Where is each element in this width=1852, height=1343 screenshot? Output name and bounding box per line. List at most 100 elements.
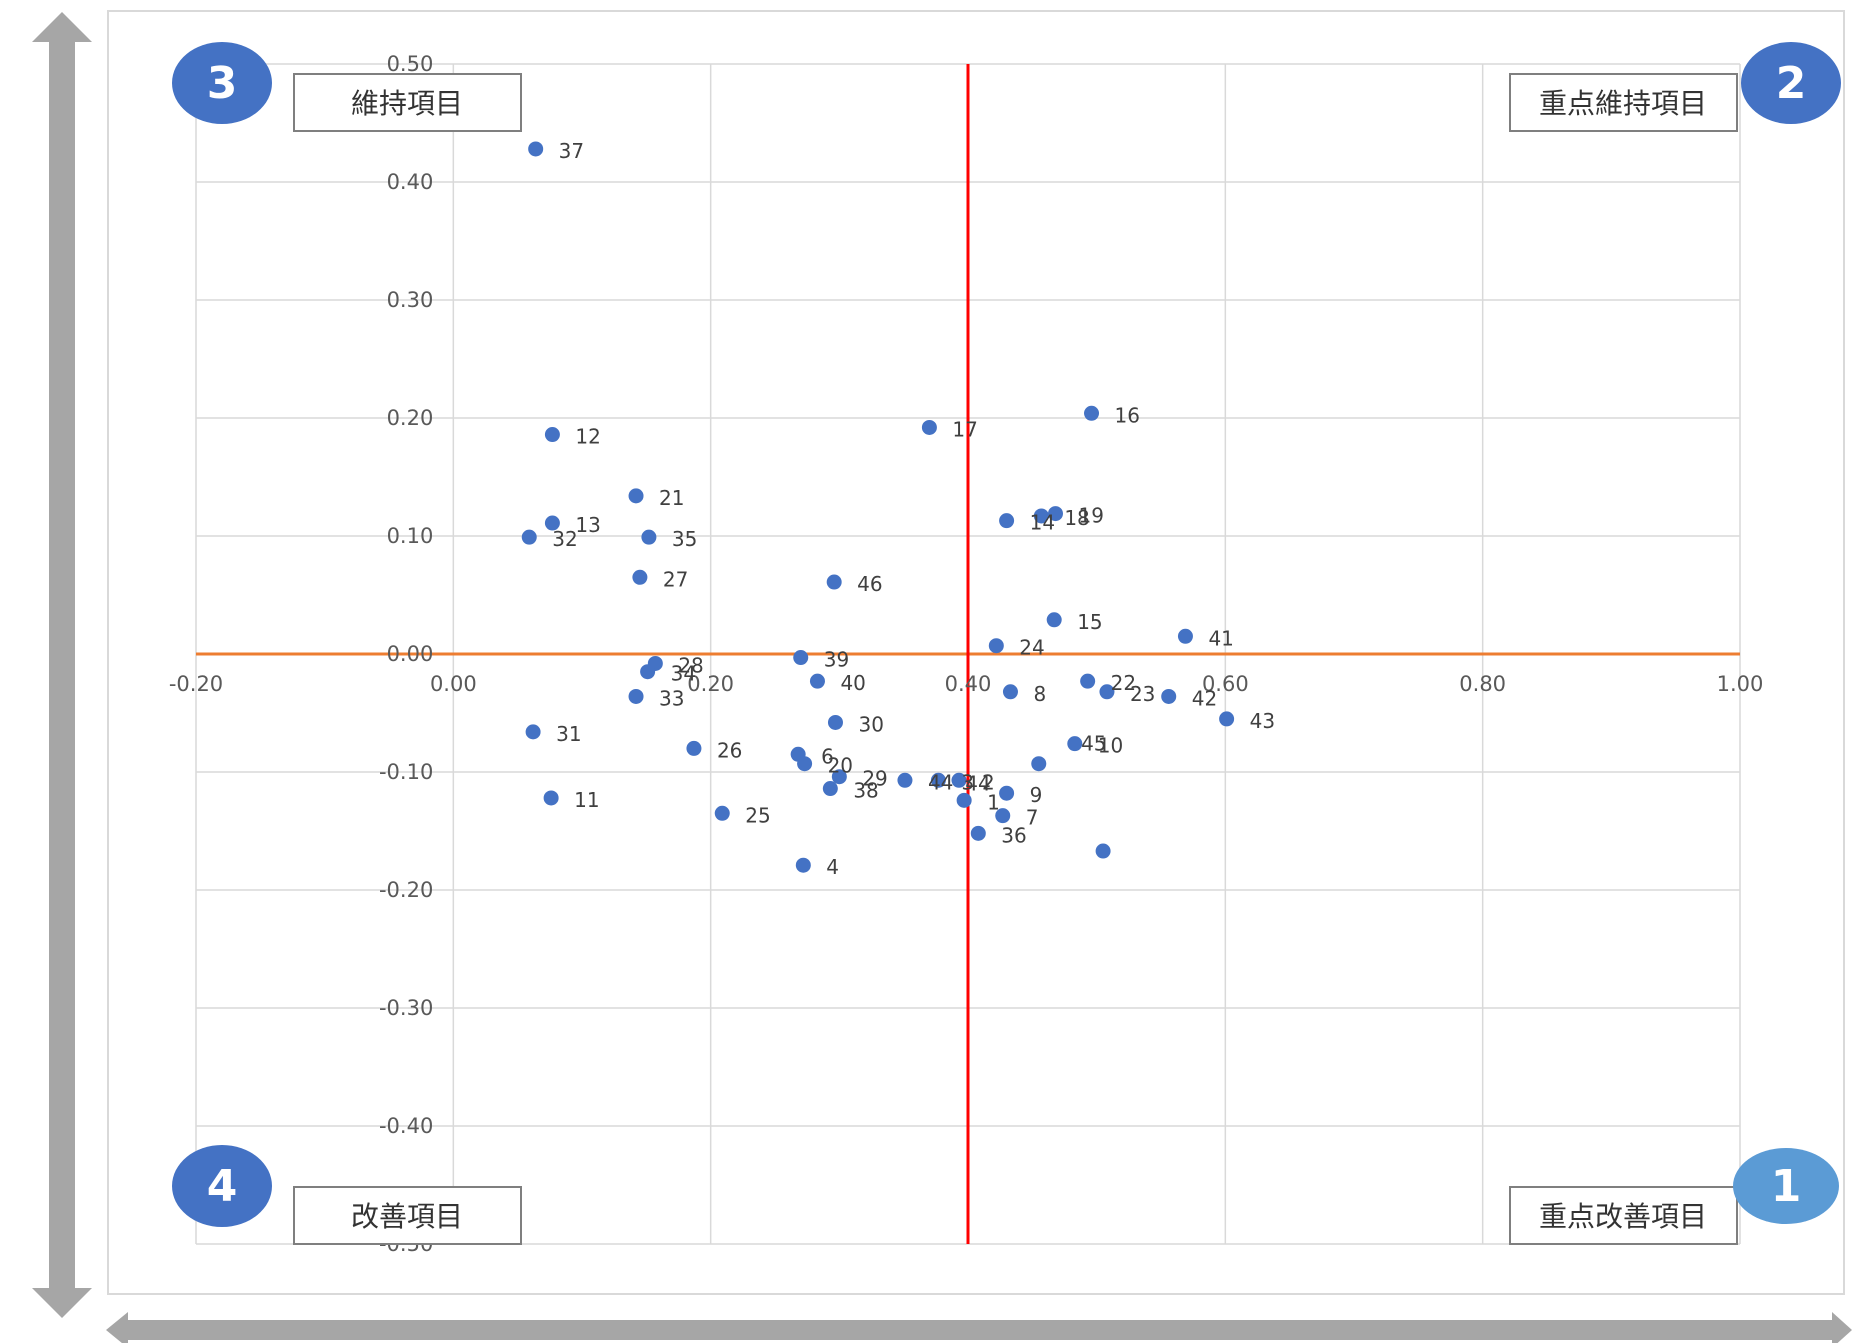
quadrant-badge (1741, 42, 1841, 124)
data-point (1046, 612, 1062, 628)
data-point (1177, 628, 1193, 644)
quadrant-top-left: 維持項目 3 (172, 42, 522, 132)
quadrant-number: 3 (207, 58, 238, 109)
data-point-label: 9 (1030, 783, 1043, 807)
y-tick-label: -0.20 (379, 878, 433, 902)
data-point (897, 772, 913, 788)
y-tick-label: -0.30 (379, 996, 433, 1020)
data-point (543, 790, 559, 806)
data-point (1033, 508, 1049, 524)
data-point (640, 664, 656, 680)
data-point-label: 20 (828, 754, 853, 778)
data-point (628, 688, 644, 704)
data-point-label: 28 (678, 653, 703, 677)
data-point-label: 30 (858, 712, 883, 736)
y-tick-label: 0.00 (387, 642, 434, 666)
data-point (1084, 405, 1100, 421)
data-point-label: 45 (1081, 731, 1106, 755)
data-point-label: 38 (853, 779, 878, 803)
data-point-label: 46 (857, 572, 882, 596)
horizontal-double-arrow-icon (106, 1312, 1852, 1343)
data-point (822, 781, 838, 797)
data-point (795, 857, 811, 873)
data-point (827, 714, 843, 730)
quadrant-label-box (293, 73, 522, 132)
data-point (641, 529, 657, 545)
data-point (988, 638, 1004, 654)
data-point (1095, 843, 1111, 859)
data-point (525, 724, 541, 740)
quadrant-label: 重点改善項目 (1539, 1200, 1707, 1233)
data-point-label: 43 (1250, 709, 1275, 733)
quadrant-number: 1 (1771, 1161, 1802, 1212)
data-point (826, 574, 842, 590)
quadrant-label-box (1509, 1186, 1738, 1245)
data-point (797, 756, 813, 772)
data-point-label: 32 (552, 527, 577, 551)
data-point-label: 14 (1030, 511, 1055, 535)
quadrant-badge (172, 1145, 272, 1227)
quadrant-label-box (293, 1186, 522, 1245)
y-tick-label: 0.50 (387, 52, 434, 76)
x-tick-label: -0.20 (169, 672, 223, 696)
quadrant-number: 4 (207, 1161, 238, 1212)
data-point-label: 37 (559, 139, 584, 163)
data-point-label: 24 (1019, 636, 1044, 660)
data-point (1002, 684, 1018, 700)
quadrant-top-right: 重点維持項目 2 (1509, 42, 1841, 132)
data-point (544, 427, 560, 443)
vertical-double-arrow-icon (32, 12, 92, 1318)
data-point-label: 33 (659, 686, 684, 710)
data-point-label: 34 (671, 662, 696, 686)
data-point (521, 529, 537, 545)
data-point-label: 18 (1064, 506, 1089, 530)
quadrant-label: 改善項目 (351, 1200, 463, 1233)
data-point (930, 772, 946, 788)
data-point-label: 19 (1078, 504, 1103, 528)
data-point (921, 419, 937, 435)
data-point (628, 488, 644, 504)
data-point (831, 769, 847, 785)
data-point-label: 39 (824, 648, 849, 672)
data-point-label: 35 (672, 527, 697, 551)
data-point-label: 8 (1033, 682, 1046, 706)
data-point (951, 772, 967, 788)
quadrant-badge (172, 42, 272, 124)
data-point (999, 513, 1015, 529)
data-point (1099, 684, 1115, 700)
data-point-label: 11 (574, 788, 599, 812)
data-point (632, 569, 648, 585)
x-tick-label: 0.40 (945, 672, 992, 696)
data-point-label: 7 (1026, 806, 1039, 830)
data-point (793, 650, 809, 666)
data-point (999, 785, 1015, 801)
data-point-label: 17 (952, 417, 977, 441)
data-point (956, 792, 972, 808)
data-point (1161, 688, 1177, 704)
quadrant-label: 重点維持項目 (1539, 87, 1707, 120)
data-point (528, 141, 544, 157)
data-point (714, 805, 730, 821)
data-point (970, 825, 986, 841)
data-point-label: 26 (717, 738, 742, 762)
quadrant-badge (1733, 1148, 1839, 1224)
data-point-label: 40 (840, 671, 865, 695)
data-point-label: 4 (826, 855, 839, 879)
data-point-label: 10 (1098, 734, 1123, 758)
data-point-label: 13 (575, 513, 600, 537)
data-point-label: 2 (982, 770, 995, 794)
data-point-label: 29 (862, 767, 887, 791)
y-tick-label: 0.30 (387, 288, 434, 312)
data-point-label: 6 (821, 744, 834, 768)
x-tick-label: 1.00 (1717, 672, 1764, 696)
data-points (521, 141, 1235, 873)
data-point (995, 808, 1011, 824)
axis-tick-labels: -0.20 0.00 0.20 0.40 0.60 0.80 1.00 0.50 0.40 0.3… (169, 52, 1764, 1256)
data-point-label: 23 (1130, 682, 1155, 706)
data-point-label: 22 (1111, 671, 1136, 695)
data-point-label: 3 (961, 770, 974, 794)
y-tick-label: -0.10 (379, 760, 433, 784)
data-point-label: 31 (556, 722, 581, 746)
data-point (809, 673, 825, 689)
